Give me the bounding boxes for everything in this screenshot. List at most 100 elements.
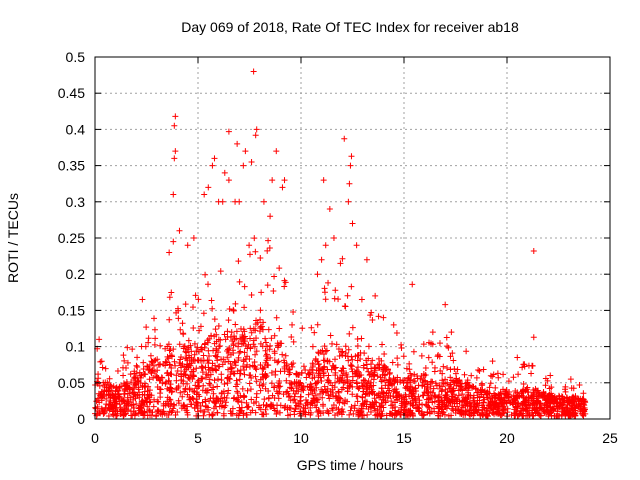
data-point bbox=[387, 380, 394, 387]
data-point bbox=[512, 404, 519, 411]
data-point bbox=[225, 177, 232, 184]
data-point bbox=[348, 403, 355, 410]
data-points bbox=[92, 68, 589, 420]
data-point bbox=[440, 363, 447, 370]
data-point bbox=[271, 273, 278, 280]
data-point bbox=[385, 366, 392, 373]
data-point bbox=[236, 198, 243, 205]
data-point bbox=[497, 396, 504, 403]
data-point bbox=[360, 401, 367, 408]
data-point bbox=[448, 412, 455, 419]
data-point bbox=[257, 316, 264, 323]
data-point bbox=[451, 366, 458, 373]
data-point bbox=[232, 359, 239, 366]
data-point bbox=[267, 354, 274, 361]
data-point bbox=[154, 374, 161, 381]
data-point bbox=[558, 412, 565, 419]
data-point bbox=[200, 310, 207, 317]
data-point bbox=[205, 366, 212, 373]
data-point bbox=[195, 391, 202, 398]
data-point bbox=[526, 405, 533, 412]
data-point bbox=[106, 397, 113, 404]
data-point bbox=[191, 405, 198, 412]
data-point bbox=[176, 341, 183, 348]
data-point bbox=[345, 346, 352, 353]
data-point bbox=[157, 342, 164, 349]
data-point bbox=[246, 251, 253, 258]
data-point bbox=[291, 380, 298, 387]
data-point bbox=[329, 386, 336, 393]
data-point bbox=[202, 402, 209, 409]
data-point bbox=[361, 350, 368, 357]
data-point bbox=[299, 386, 306, 393]
data-point bbox=[299, 325, 306, 332]
data-point bbox=[242, 148, 249, 155]
data-point bbox=[123, 365, 130, 372]
data-point bbox=[151, 396, 158, 403]
data-point bbox=[225, 375, 232, 382]
data-point bbox=[491, 391, 498, 398]
data-point bbox=[565, 412, 572, 419]
data-point bbox=[403, 365, 410, 372]
data-point bbox=[279, 351, 286, 358]
data-point bbox=[579, 411, 586, 418]
data-point bbox=[464, 379, 471, 386]
data-point bbox=[146, 387, 153, 394]
data-point bbox=[443, 399, 450, 406]
data-point bbox=[487, 406, 494, 413]
data-point bbox=[480, 366, 487, 373]
data-point bbox=[124, 344, 131, 351]
data-point bbox=[281, 365, 288, 372]
data-point bbox=[432, 380, 439, 387]
data-point bbox=[144, 412, 151, 419]
data-point bbox=[258, 289, 265, 296]
data-point bbox=[349, 324, 356, 331]
data-point bbox=[165, 355, 172, 362]
data-point bbox=[151, 326, 158, 333]
data-point bbox=[136, 394, 143, 401]
data-point bbox=[190, 235, 197, 241]
data-point bbox=[180, 330, 187, 337]
data-point bbox=[390, 321, 397, 328]
data-point bbox=[398, 344, 405, 351]
data-point bbox=[382, 399, 389, 406]
data-point bbox=[211, 316, 218, 323]
data-point bbox=[100, 379, 107, 386]
data-point bbox=[332, 356, 339, 363]
data-point bbox=[220, 388, 227, 395]
data-point bbox=[187, 401, 194, 408]
data-point bbox=[152, 357, 159, 364]
data-point bbox=[274, 359, 281, 366]
data-point bbox=[153, 373, 160, 380]
data-point bbox=[465, 389, 472, 396]
y-tick-label: 0.1 bbox=[66, 339, 86, 355]
data-point bbox=[339, 348, 346, 355]
data-point bbox=[268, 380, 275, 387]
data-point bbox=[333, 341, 340, 348]
data-point bbox=[220, 412, 227, 419]
data-point bbox=[481, 388, 488, 395]
data-point bbox=[257, 254, 264, 261]
data-point bbox=[174, 409, 181, 416]
data-point bbox=[326, 395, 333, 402]
data-point bbox=[145, 406, 152, 413]
data-point bbox=[191, 357, 198, 364]
data-point bbox=[486, 384, 493, 391]
data-point bbox=[289, 321, 296, 328]
data-point bbox=[148, 367, 155, 374]
data-point bbox=[424, 386, 431, 393]
data-point bbox=[231, 358, 238, 365]
data-point bbox=[297, 397, 304, 404]
data-point bbox=[183, 349, 190, 356]
data-point bbox=[170, 346, 177, 353]
data-point bbox=[402, 391, 409, 398]
data-point bbox=[226, 306, 233, 313]
data-point bbox=[141, 370, 148, 377]
data-point bbox=[319, 394, 326, 401]
data-point bbox=[298, 382, 305, 389]
data-point bbox=[429, 329, 436, 336]
data-point bbox=[562, 386, 569, 393]
data-point bbox=[170, 401, 177, 408]
data-point bbox=[435, 412, 442, 419]
data-point bbox=[235, 412, 242, 419]
